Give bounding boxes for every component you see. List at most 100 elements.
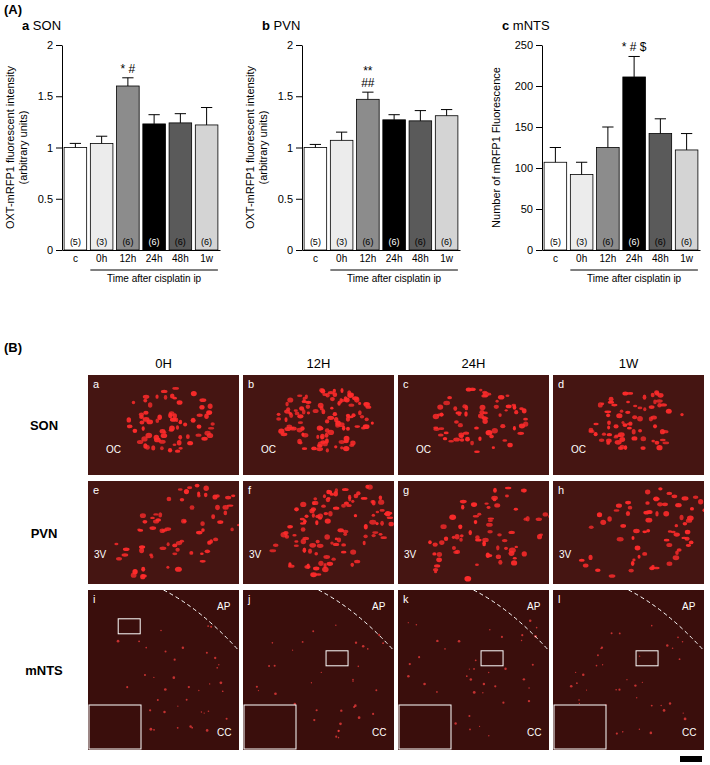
cell-body (522, 489, 526, 493)
cell-body (334, 445, 337, 448)
cell-body (656, 445, 662, 450)
cell-body (482, 541, 486, 546)
cell-body (159, 528, 165, 533)
cell-body (348, 404, 354, 407)
fiber-dot (536, 627, 538, 629)
cell-body (632, 415, 637, 419)
micrograph: iAPCC (88, 590, 239, 750)
fiber-dot (618, 689, 620, 691)
cell-body (284, 409, 290, 413)
cell-body (628, 421, 632, 425)
n-label: (6) (655, 237, 666, 247)
image-background (243, 481, 394, 584)
bar (64, 148, 87, 251)
cell-body (505, 409, 508, 411)
region-box (326, 651, 348, 666)
cell-body (602, 433, 606, 436)
cell-body (367, 484, 373, 489)
error-stem (660, 119, 661, 134)
cell-body (438, 434, 444, 437)
cell-body (322, 393, 327, 396)
bar (304, 148, 327, 251)
cell-body (654, 390, 659, 394)
fiber-dot (138, 640, 140, 642)
cell-body (604, 410, 611, 413)
cell-body (315, 515, 320, 519)
cell-body (521, 488, 527, 492)
cell-body (354, 514, 357, 517)
chart: c mNTS050100150200250Number of mRFP1 Flu… (490, 18, 701, 284)
fiber-dot (597, 654, 599, 656)
tick-label: 24h (626, 253, 643, 264)
cell-body (614, 435, 621, 437)
micrograph: f3V (243, 481, 394, 584)
cell-body (376, 511, 380, 514)
fiber-dot (313, 719, 315, 721)
fiber-dot (117, 640, 120, 643)
error-cap (655, 118, 666, 119)
image-background (88, 375, 239, 475)
cell-body (671, 531, 676, 533)
fiber-dot (436, 640, 438, 642)
cell-body (698, 499, 703, 504)
cell-body (143, 443, 147, 448)
tick-label: 12h (120, 253, 137, 264)
cell-body (474, 426, 479, 429)
cell-body (653, 498, 660, 501)
image-background (243, 375, 394, 475)
cell-body (175, 567, 182, 572)
cell-body (175, 449, 180, 452)
image-background (398, 590, 549, 750)
tick-label: 1 (47, 142, 53, 154)
fiber-dot (126, 686, 128, 688)
tick-label: 1w (440, 253, 454, 264)
fiber-dot (335, 736, 337, 738)
cell-body (649, 405, 655, 409)
fiber-dot (160, 630, 162, 632)
y-axis-unit: (arbitrary units) (257, 111, 269, 185)
tick-label: 1 (287, 142, 293, 154)
cell-body (138, 529, 143, 532)
error-stem (341, 132, 342, 140)
cell-body (509, 548, 516, 553)
cell-body (645, 490, 650, 495)
panel-letter: e (93, 484, 99, 496)
cell-body (197, 425, 202, 429)
cell-body (326, 448, 329, 452)
cell-body (690, 507, 694, 511)
tick-mark (536, 127, 542, 128)
micrograph: g3V (398, 481, 554, 584)
fiber-dot (321, 672, 322, 673)
bar (544, 162, 567, 250)
cell-body (458, 413, 462, 416)
n-label: (6) (201, 237, 212, 247)
bar (90, 143, 113, 250)
tick: 100 (515, 162, 542, 174)
error-stem (581, 162, 582, 174)
cell-body (660, 439, 666, 442)
tick: 2 (47, 39, 62, 51)
tick-label: 150 (515, 121, 533, 133)
cell-body (437, 552, 442, 557)
x-axis-title: Time after cisplatin ip (587, 273, 682, 284)
cell-body (167, 542, 170, 546)
fiber-dot (469, 729, 471, 731)
cell-body (139, 415, 144, 419)
n-label: (6) (602, 237, 613, 247)
fiber-dot (357, 666, 359, 668)
cell-body (143, 411, 148, 415)
cell-body (606, 413, 610, 417)
cell-body (466, 387, 472, 391)
axis-line (542, 46, 543, 251)
cell-body (492, 428, 498, 434)
cell-body (346, 416, 350, 421)
tick: 50 (521, 203, 542, 215)
cell-body (365, 418, 369, 422)
fiber-dot (177, 727, 179, 729)
cell-body (372, 514, 375, 517)
tick: 24h (146, 250, 163, 264)
fiber-dot (469, 668, 470, 669)
cell-body (491, 496, 498, 500)
cell-body (200, 552, 204, 554)
cell-body (511, 560, 517, 565)
